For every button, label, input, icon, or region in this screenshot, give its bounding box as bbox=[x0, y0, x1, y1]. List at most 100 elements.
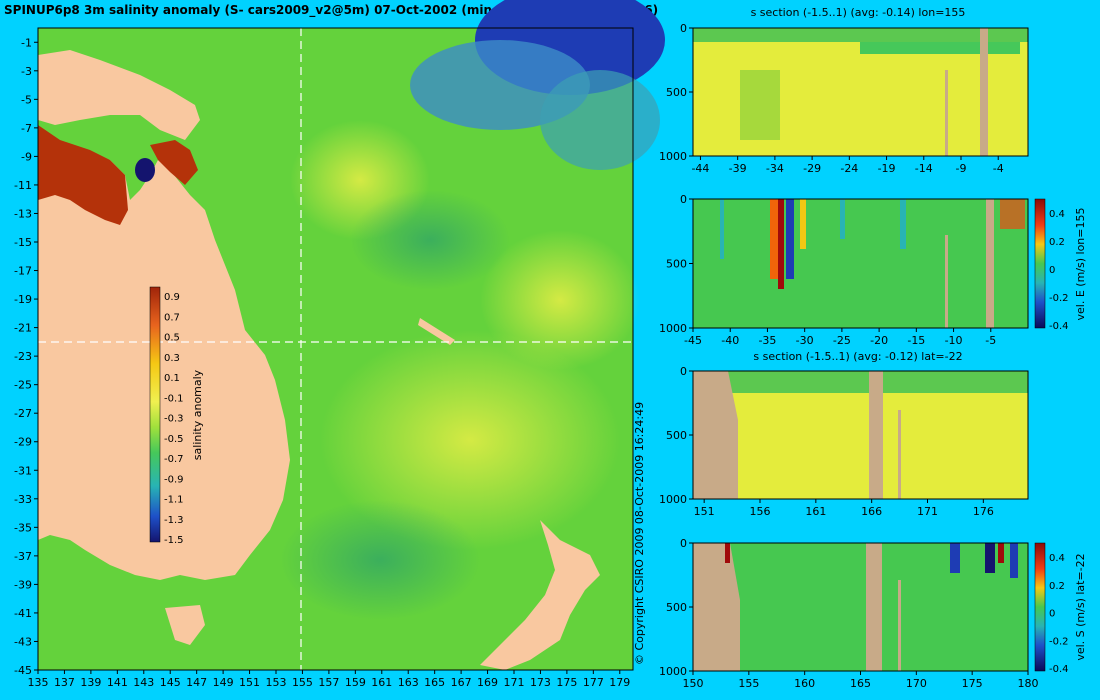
x-tick-label: -29 bbox=[803, 162, 821, 175]
y-tick-label: -15 bbox=[14, 236, 32, 249]
x-tick-label: -20 bbox=[870, 334, 888, 347]
colorbar-tick-label: -0.9 bbox=[164, 474, 184, 485]
y-tick-label: -37 bbox=[14, 550, 32, 563]
vel-colorbar-tick-label: 0.4 bbox=[1049, 553, 1065, 564]
y-tick-label: -7 bbox=[21, 122, 32, 135]
y-tick-label: 1000 bbox=[659, 493, 687, 506]
y-tick-label: -17 bbox=[14, 265, 32, 278]
y-tick-label: -23 bbox=[14, 350, 32, 363]
x-tick-label: -9 bbox=[956, 162, 967, 175]
coast-cape-york-anomaly bbox=[150, 140, 198, 185]
x-tick-label: 156 bbox=[750, 505, 771, 518]
y-tick-label: 0 bbox=[680, 537, 687, 550]
colorbar-tick-label: 0.7 bbox=[164, 312, 180, 323]
vel-s-colorbar-ticks: 0.4 0.2 0 -0.2 -0.4 bbox=[1049, 553, 1069, 675]
x-tick-label: -35 bbox=[758, 334, 776, 347]
x-tick-label: 153 bbox=[266, 676, 287, 689]
cool-blob-2 bbox=[350, 190, 510, 290]
y-tick-label: 500 bbox=[666, 429, 687, 442]
x-tick-label: 151 bbox=[239, 676, 260, 689]
section3-panel bbox=[692, 370, 1029, 500]
x-tick-label: 171 bbox=[504, 676, 525, 689]
vel-colorbar-tick-label: -0.2 bbox=[1049, 293, 1069, 304]
y-tick-label: -39 bbox=[14, 578, 32, 591]
x-tick-label: 155 bbox=[292, 676, 313, 689]
colorbar-tick-label: -0.7 bbox=[164, 454, 184, 465]
section4-panel bbox=[692, 542, 1029, 672]
land-tasmania bbox=[165, 605, 205, 645]
colorbar-tick-label: 0.1 bbox=[164, 373, 180, 384]
y-tick-label: -41 bbox=[14, 607, 32, 620]
x-tick-label: 145 bbox=[160, 676, 181, 689]
colorbar-tick-label: 0.9 bbox=[164, 292, 180, 303]
vel-colorbar-tick-label: 0.2 bbox=[1049, 581, 1065, 592]
y-tick-label: 1000 bbox=[659, 665, 687, 678]
x-tick-label: 155 bbox=[738, 677, 759, 690]
x-tick-label: 165 bbox=[424, 676, 445, 689]
x-tick-label: 177 bbox=[583, 676, 604, 689]
x-tick-label: -34 bbox=[766, 162, 784, 175]
x-tick-label: -25 bbox=[833, 334, 851, 347]
map-x-ticks: 135 137 139 141 143 145 147 149 151 153 155 157 159 1… bbox=[28, 670, 630, 689]
x-tick-label: 170 bbox=[906, 677, 927, 690]
x-tick-label: -10 bbox=[945, 334, 963, 347]
x-tick-label: 161 bbox=[805, 505, 826, 518]
land-new-caledonia bbox=[418, 318, 455, 345]
colorbar-tick-label: 0.3 bbox=[164, 353, 180, 364]
section3-x-ticks: 151 156 161 166 171 176 bbox=[694, 499, 994, 518]
x-tick-label: 163 bbox=[398, 676, 419, 689]
x-tick-label: 176 bbox=[973, 505, 994, 518]
vel-e-colorbar bbox=[1034, 198, 1046, 329]
section3-y-ticks: 0 500 1000 bbox=[659, 365, 693, 506]
x-tick-label: 149 bbox=[213, 676, 234, 689]
fresh-anomaly-ne-3 bbox=[540, 70, 660, 170]
x-tick-label: -19 bbox=[878, 162, 896, 175]
y-tick-label: 0 bbox=[680, 22, 687, 35]
x-tick-label: 175 bbox=[962, 677, 983, 690]
colorbar-tick-label: -1.5 bbox=[164, 535, 184, 546]
x-tick-label: 157 bbox=[318, 676, 339, 689]
vel-s-colorbar bbox=[1034, 542, 1046, 672]
section4-colorbar-label: vel. S (m/s) lat=-22 bbox=[1074, 553, 1087, 660]
vel-colorbar-tick-label: 0 bbox=[1049, 265, 1055, 276]
x-tick-label: 143 bbox=[133, 676, 154, 689]
map-y-ticks: -1 -3 -5 -7 -9 -11 -13 -15 -17 -19 -21 -23 -25 -27 -29… bbox=[14, 36, 38, 677]
section2-colorbar-label: vel. E (m/s) lon=155 bbox=[1074, 208, 1087, 321]
colorbar-ticks: 0.9 0.7 0.5 0.3 0.1 -0.1 -0.3 -0.5 -0.7 -0.9 -1.1 -… bbox=[164, 292, 184, 546]
cool-blob-1 bbox=[280, 500, 480, 620]
copyright: © Copyright CSIRO 2009 08-Oct-2009 16:24… bbox=[633, 402, 646, 665]
y-tick-label: -9 bbox=[21, 150, 32, 163]
vel-colorbar-tick-label: -0.2 bbox=[1049, 636, 1069, 647]
land-png bbox=[38, 50, 200, 140]
y-tick-label: -5 bbox=[21, 93, 32, 106]
colorbar-label: salinity anomaly bbox=[191, 369, 204, 460]
x-tick-label: 151 bbox=[694, 505, 715, 518]
y-tick-label: -45 bbox=[14, 664, 32, 677]
y-tick-label: -27 bbox=[14, 407, 32, 420]
x-tick-label: 159 bbox=[345, 676, 366, 689]
section1-x-ticks: -44 -39 -34 -29 -24 -19 -14 -9 -4 bbox=[691, 156, 1004, 175]
x-tick-label: 180 bbox=[1018, 677, 1039, 690]
x-tick-label: -40 bbox=[721, 334, 739, 347]
section1-y-ticks: 0 500 1000 bbox=[659, 22, 693, 163]
x-tick-label: 139 bbox=[80, 676, 101, 689]
x-tick-label: 171 bbox=[917, 505, 938, 518]
land-new-zealand bbox=[480, 520, 600, 670]
section3-title: s section (-1.5..1) (avg: -0.12) lat=-22 bbox=[753, 350, 962, 363]
section2-panel bbox=[692, 198, 1029, 329]
x-tick-label: -4 bbox=[993, 162, 1004, 175]
y-tick-label: 500 bbox=[666, 601, 687, 614]
colorbar-tick-label: -1.1 bbox=[164, 495, 184, 506]
y-tick-label: 0 bbox=[680, 365, 687, 378]
section2-y-ticks: 0 500 1000 bbox=[659, 193, 693, 335]
vel-colorbar-tick-label: -0.4 bbox=[1049, 321, 1069, 332]
x-tick-label: 175 bbox=[556, 676, 577, 689]
y-tick-label: -3 bbox=[21, 65, 32, 78]
y-tick-label: -33 bbox=[14, 493, 32, 506]
vel-colorbar-tick-label: -0.4 bbox=[1049, 664, 1069, 675]
y-tick-label: -13 bbox=[14, 207, 32, 220]
y-tick-label: 0 bbox=[680, 193, 687, 206]
x-tick-label: -30 bbox=[796, 334, 814, 347]
colorbar bbox=[149, 286, 161, 543]
y-tick-label: -31 bbox=[14, 464, 32, 477]
